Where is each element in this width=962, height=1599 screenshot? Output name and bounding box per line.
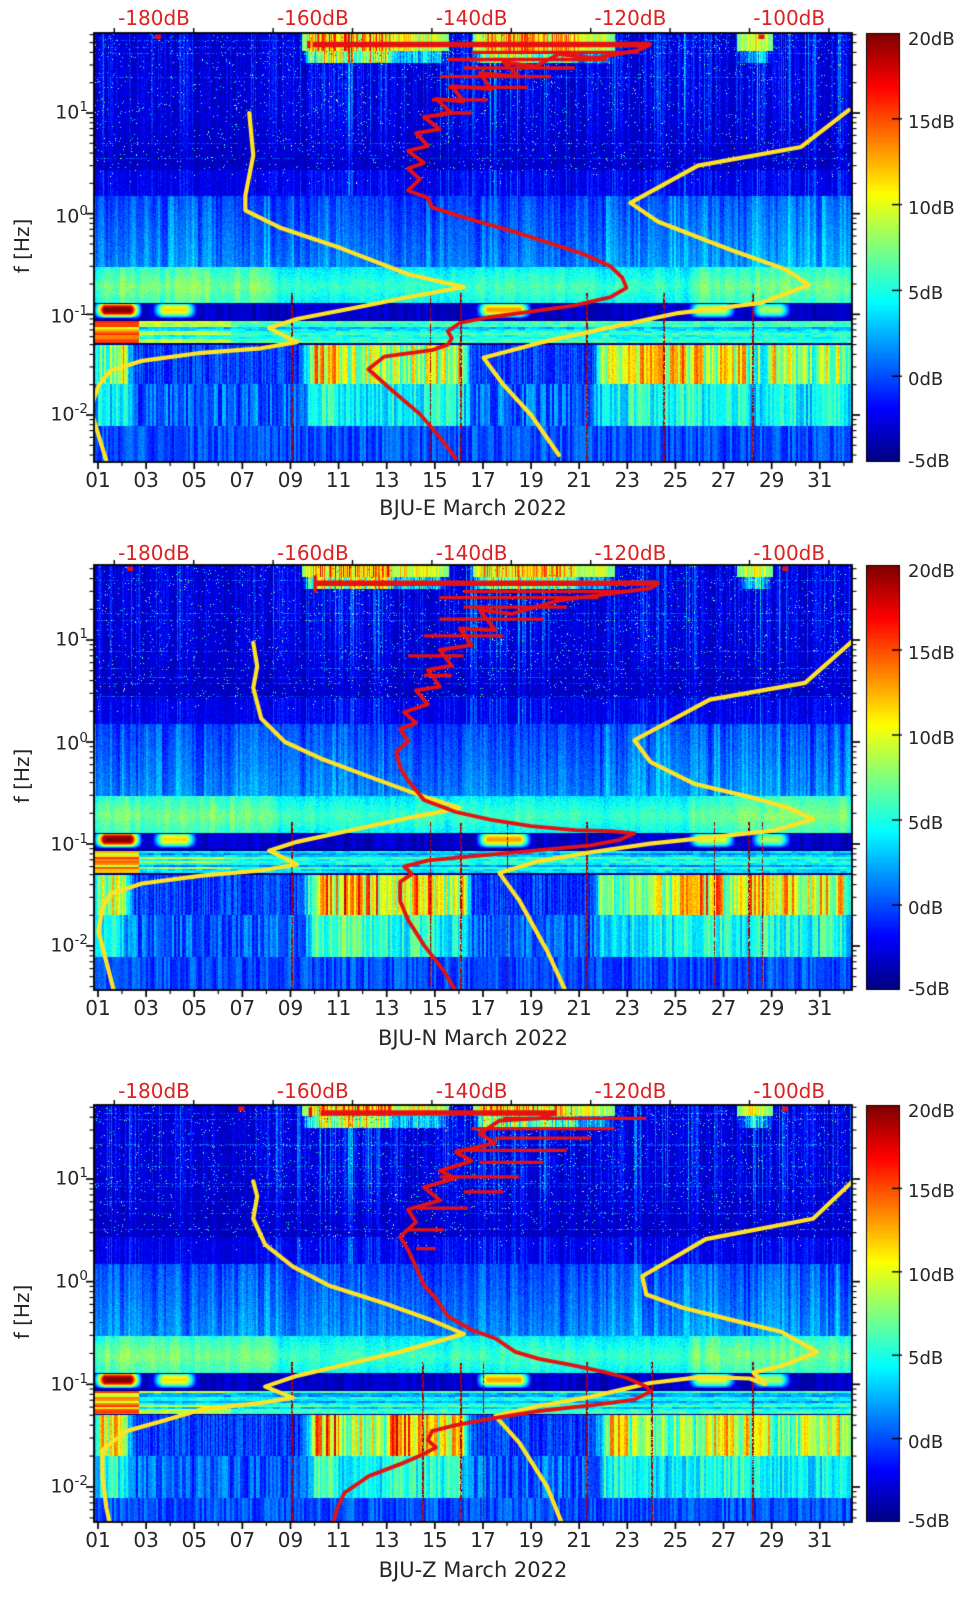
- seismic-noise-figure: -180dB -160dB -140dB -120dB -100dB 101 100 10-1…: [0, 0, 962, 1599]
- spectrogram-canvas: [0, 0, 962, 1599]
